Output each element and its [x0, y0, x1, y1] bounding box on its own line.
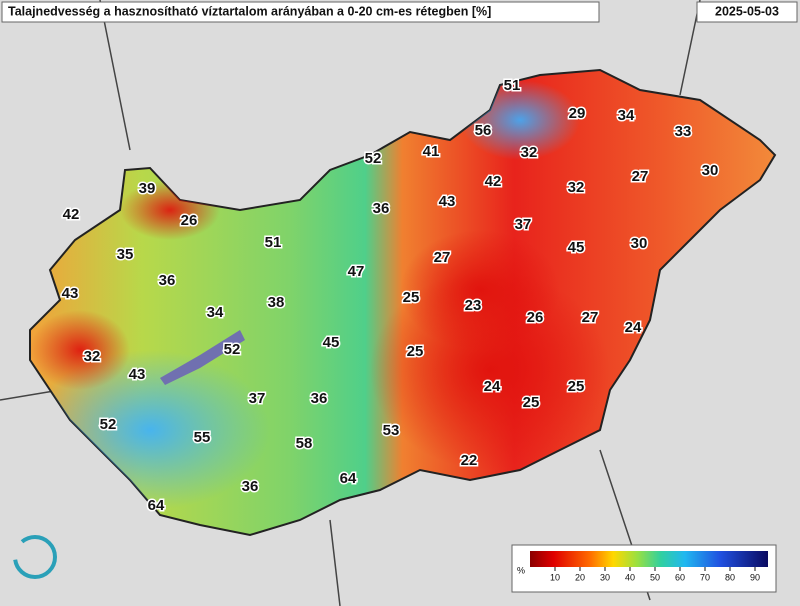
station-value: 39 [139, 180, 156, 197]
station-value: 42 [485, 173, 502, 190]
station-value: 27 [582, 309, 599, 326]
station-value: 41 [423, 143, 440, 160]
station-value: 24 [484, 378, 501, 395]
moisture-field [30, 80, 610, 510]
station-value: 26 [181, 212, 198, 229]
title: Talajnedvesség a hasznosítható víztartal… [8, 4, 491, 18]
station-value: 64 [148, 497, 165, 514]
station-value: 58 [296, 435, 313, 452]
legend-tick-label: 10 [550, 572, 560, 582]
station-value: 43 [129, 366, 146, 383]
station-value: 26 [527, 309, 544, 326]
station-value: 23 [465, 297, 482, 314]
station-value: 43 [439, 193, 456, 210]
station-value: 25 [523, 394, 540, 411]
borders [0, 0, 701, 606]
legend-tick-label: 20 [575, 572, 585, 582]
station-value: 42 [63, 206, 80, 223]
station-value: 52 [365, 150, 382, 167]
station-value: 25 [568, 378, 585, 395]
station-value: 37 [515, 216, 532, 233]
station-value: 32 [521, 144, 538, 161]
station-value: 32 [568, 179, 585, 196]
station-value: 36 [242, 478, 259, 495]
station-value: 64 [340, 470, 357, 487]
station-value: 30 [702, 162, 719, 179]
date: 2025-05-03 [715, 4, 779, 18]
legend-tick-label: 30 [600, 572, 610, 582]
colorbar [530, 551, 768, 567]
station-value: 22 [461, 452, 478, 469]
title-box [1, 1, 600, 23]
station-value: 36 [159, 272, 176, 289]
station-value: 30 [631, 235, 648, 252]
station-value: 34 [207, 304, 224, 321]
station-value: 27 [434, 249, 451, 266]
legend-tick-label: 80 [725, 572, 735, 582]
legend-unit: % [517, 565, 525, 575]
station-value: 25 [403, 289, 420, 306]
station-value: 43 [62, 285, 79, 302]
station-value: 52 [100, 416, 117, 433]
station-value: 35 [117, 246, 134, 263]
lake-balaton [160, 330, 245, 385]
station-value: 45 [323, 334, 340, 351]
logo [13, 535, 57, 579]
station-value: 36 [311, 390, 328, 407]
station-value: 32 [84, 348, 101, 365]
date-box [696, 1, 798, 23]
station-value: 38 [268, 294, 285, 311]
station-value: 37 [249, 390, 266, 407]
station-value: 56 [475, 122, 492, 139]
station-value: 53 [383, 422, 400, 439]
station-value: 51 [265, 234, 282, 251]
station-value: 52 [224, 341, 241, 358]
station-value: 36 [373, 200, 390, 217]
station-value: 55 [194, 429, 211, 446]
station-value: 27 [632, 168, 649, 185]
station-value: 45 [568, 239, 585, 256]
station-value: 33 [675, 123, 692, 140]
station-value: 51 [504, 77, 521, 94]
station-value: 29 [569, 105, 586, 122]
station-value: 24 [625, 319, 642, 336]
legend-tick-label: 50 [650, 572, 660, 582]
legend-tick-label: 40 [625, 572, 635, 582]
station-value: 34 [618, 107, 635, 124]
legend-tick-label: 60 [675, 572, 685, 582]
station-value: 47 [348, 263, 365, 280]
legend-tick-label: 70 [700, 572, 710, 582]
legend-tick-label: 90 [750, 572, 760, 582]
station-value: 25 [407, 343, 424, 360]
